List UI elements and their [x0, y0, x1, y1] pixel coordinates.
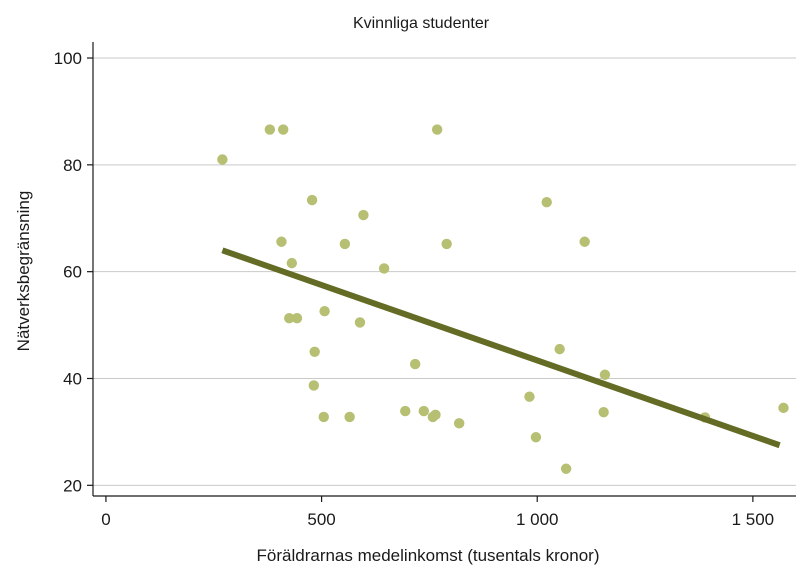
data-point: [431, 124, 443, 135]
x-tick-label: 500: [307, 510, 335, 529]
axes: [87, 42, 796, 502]
data-point: [524, 391, 535, 402]
data-point: [378, 263, 390, 274]
data-point: [453, 418, 465, 429]
data-point: [530, 432, 542, 443]
data-point: [217, 154, 228, 165]
data-point: [400, 405, 411, 417]
data-point: [306, 194, 318, 206]
data-point: [354, 317, 366, 328]
data-point: [409, 358, 421, 370]
y-axis-label: Nätverksbegränsning: [14, 191, 33, 352]
data-point: [339, 238, 351, 250]
data-point: [418, 405, 429, 417]
data-point: [264, 124, 276, 135]
data-point: [284, 312, 295, 324]
data-points: [217, 124, 789, 474]
data-point: [344, 411, 355, 423]
data-point: [319, 305, 330, 317]
data-point: [358, 209, 369, 221]
trend-line: [221, 247, 781, 449]
x-tick-label: 1 000: [516, 510, 559, 529]
data-point: [598, 406, 609, 418]
data-point: [778, 402, 789, 414]
data-point: [286, 257, 298, 269]
y-tick-label: 20: [63, 476, 82, 495]
x-tick-label: 1 500: [732, 510, 775, 529]
data-point: [560, 463, 572, 474]
data-point: [308, 380, 320, 391]
y-tick-label: 60: [63, 263, 82, 282]
x-axis-label: Föräldrarnas medelinkomst (tusentals kro…: [257, 546, 600, 565]
data-point: [554, 343, 565, 355]
y-tick-label: 80: [63, 156, 82, 175]
data-point: [579, 236, 590, 247]
y-tick-label: 100: [54, 49, 82, 68]
y-tick-labels: 20 40 60 80 100: [54, 49, 82, 495]
x-tick-labels: 0 500 1 000 1 500: [101, 510, 774, 529]
data-point: [291, 312, 303, 324]
data-point: [309, 346, 320, 357]
data-point: [599, 369, 611, 380]
data-point: [541, 197, 552, 208]
trend-line-layer: [221, 247, 781, 449]
chart-title: Kvinnliga studenter: [353, 15, 490, 32]
data-point: [441, 238, 452, 250]
data-point: [318, 411, 329, 423]
data-point: [276, 236, 287, 247]
y-tick-label: 40: [63, 369, 82, 388]
x-tick-label: 0: [101, 510, 110, 529]
data-point: [277, 124, 289, 135]
data-point: [430, 409, 441, 421]
grid-lines: [93, 57, 796, 486]
